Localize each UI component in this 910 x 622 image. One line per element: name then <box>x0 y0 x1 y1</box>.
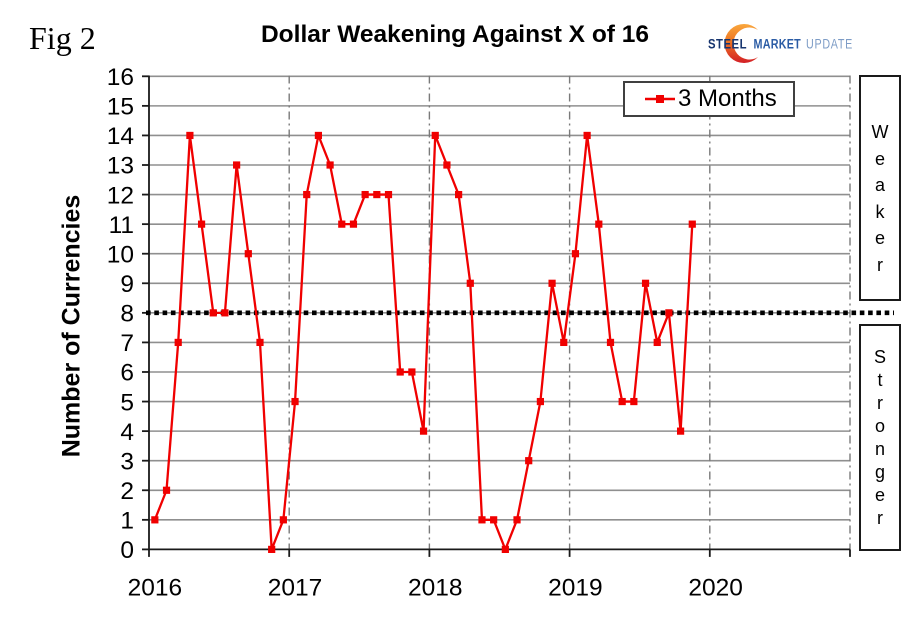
data-point-marker <box>314 131 323 140</box>
data-point-marker <box>244 250 252 258</box>
data-point-marker <box>618 397 626 406</box>
data-point-marker <box>490 516 498 524</box>
y-tick-label-12: 12 <box>107 182 134 209</box>
vertical-letter: e <box>874 148 885 169</box>
vertical-letter: n <box>874 438 885 459</box>
data-point-marker <box>361 190 369 199</box>
legend-marker-icon <box>656 95 664 103</box>
data-point-marker <box>233 161 241 169</box>
logo-word-update: UPDATE <box>806 37 853 52</box>
y-tick-label-14: 14 <box>107 123 134 150</box>
data-point-marker <box>279 516 287 524</box>
y-tick-label-11: 11 <box>109 212 134 239</box>
y-tick-label-6: 6 <box>120 360 134 387</box>
data-point-marker <box>536 397 544 406</box>
y-tick-label-16: 16 <box>107 64 134 91</box>
vertical-letter: e <box>874 484 885 505</box>
data-point-marker <box>548 279 556 287</box>
data-point-marker <box>560 338 568 347</box>
vertical-letter: e <box>874 228 885 248</box>
logo-swoosh-icon <box>724 24 759 63</box>
y-tick-label-0: 0 <box>120 537 134 564</box>
data-point-marker <box>186 131 194 140</box>
data-point-marker <box>174 338 182 347</box>
data-point-marker <box>326 161 334 169</box>
steel-market-update-logo: STEEL MARKET UPDATE <box>708 24 853 63</box>
x-tick-label-2016: 2016 <box>128 575 183 602</box>
data-point-marker <box>209 309 217 317</box>
data-point-marker <box>396 368 404 376</box>
data-point-marker <box>338 220 346 228</box>
data-point-marker <box>197 220 206 228</box>
legend-series-label: 3 Months <box>678 85 777 112</box>
y-tick-label-7: 7 <box>120 330 134 357</box>
legend-line-sample <box>645 95 675 103</box>
y-tick-label-1: 1 <box>120 508 134 535</box>
chart-title: Dollar Weakening Against X of 16 <box>260 20 650 48</box>
data-point-marker <box>443 161 451 169</box>
vertical-letter: r <box>877 392 883 413</box>
data-point-marker <box>256 338 264 347</box>
data-point-marker <box>478 516 486 524</box>
data-point-marker <box>162 486 171 494</box>
data-point-marker <box>349 220 358 228</box>
vertical-letter: g <box>874 461 885 482</box>
vertical-letter: r <box>877 507 883 528</box>
data-point-marker <box>373 190 381 199</box>
y-tick-label-15: 15 <box>107 94 134 121</box>
vertical-letter: t <box>877 369 883 390</box>
data-point-marker <box>688 220 696 228</box>
data-point-marker <box>583 131 591 140</box>
data-point-marker <box>525 457 533 465</box>
data-point-marker <box>606 338 615 347</box>
data-point-marker <box>291 397 299 406</box>
data-point-marker <box>221 309 229 317</box>
data-point-marker <box>630 397 638 406</box>
y-tick-label-4: 4 <box>120 419 134 446</box>
vertical-letter: k <box>875 201 885 222</box>
vertical-letter: W <box>871 122 889 142</box>
x-tick-label-2017: 2017 <box>268 575 323 602</box>
data-point-marker <box>431 131 439 140</box>
legend: 3 Months <box>623 81 795 117</box>
data-point-marker <box>151 516 159 524</box>
data-point-marker <box>513 516 521 524</box>
data-point-marker <box>419 427 428 435</box>
data-point-marker <box>268 545 276 553</box>
data-point-marker <box>408 368 416 376</box>
data-point-marker <box>665 309 673 317</box>
data-point-marker <box>384 190 393 199</box>
data-point-marker <box>466 279 474 287</box>
y-tick-label-2: 2 <box>120 478 134 505</box>
y-tick-label-10: 10 <box>107 241 134 268</box>
data-point-marker <box>676 427 685 435</box>
logo-word-steel: STEEL <box>708 37 747 52</box>
data-point-marker <box>595 220 603 228</box>
y-tick-label-9: 9 <box>120 271 134 298</box>
x-tick-label-2020: 2020 <box>688 575 743 602</box>
data-point-marker <box>303 190 311 199</box>
data-point-marker <box>653 338 661 347</box>
data-point-marker <box>501 545 509 553</box>
vertical-letter: a <box>874 175 885 195</box>
x-tick-label-2018: 2018 <box>408 575 463 602</box>
data-point-marker <box>641 279 650 287</box>
y-tick-label-3: 3 <box>120 448 134 475</box>
y-tick-label-8: 8 <box>120 301 134 328</box>
vertical-letter: r <box>877 254 883 275</box>
y-tick-label-13: 13 <box>107 153 134 180</box>
x-tick-label-2019: 2019 <box>548 575 603 602</box>
figure-number-label: Fig 2 <box>29 20 96 56</box>
vertical-letter: S <box>873 346 886 367</box>
data-point-marker <box>455 190 463 199</box>
y-tick-label-5: 5 <box>120 389 134 416</box>
data-point-marker <box>571 250 580 258</box>
logo-word-market: MARKET <box>754 37 802 52</box>
vertical-letter: o <box>874 415 885 436</box>
